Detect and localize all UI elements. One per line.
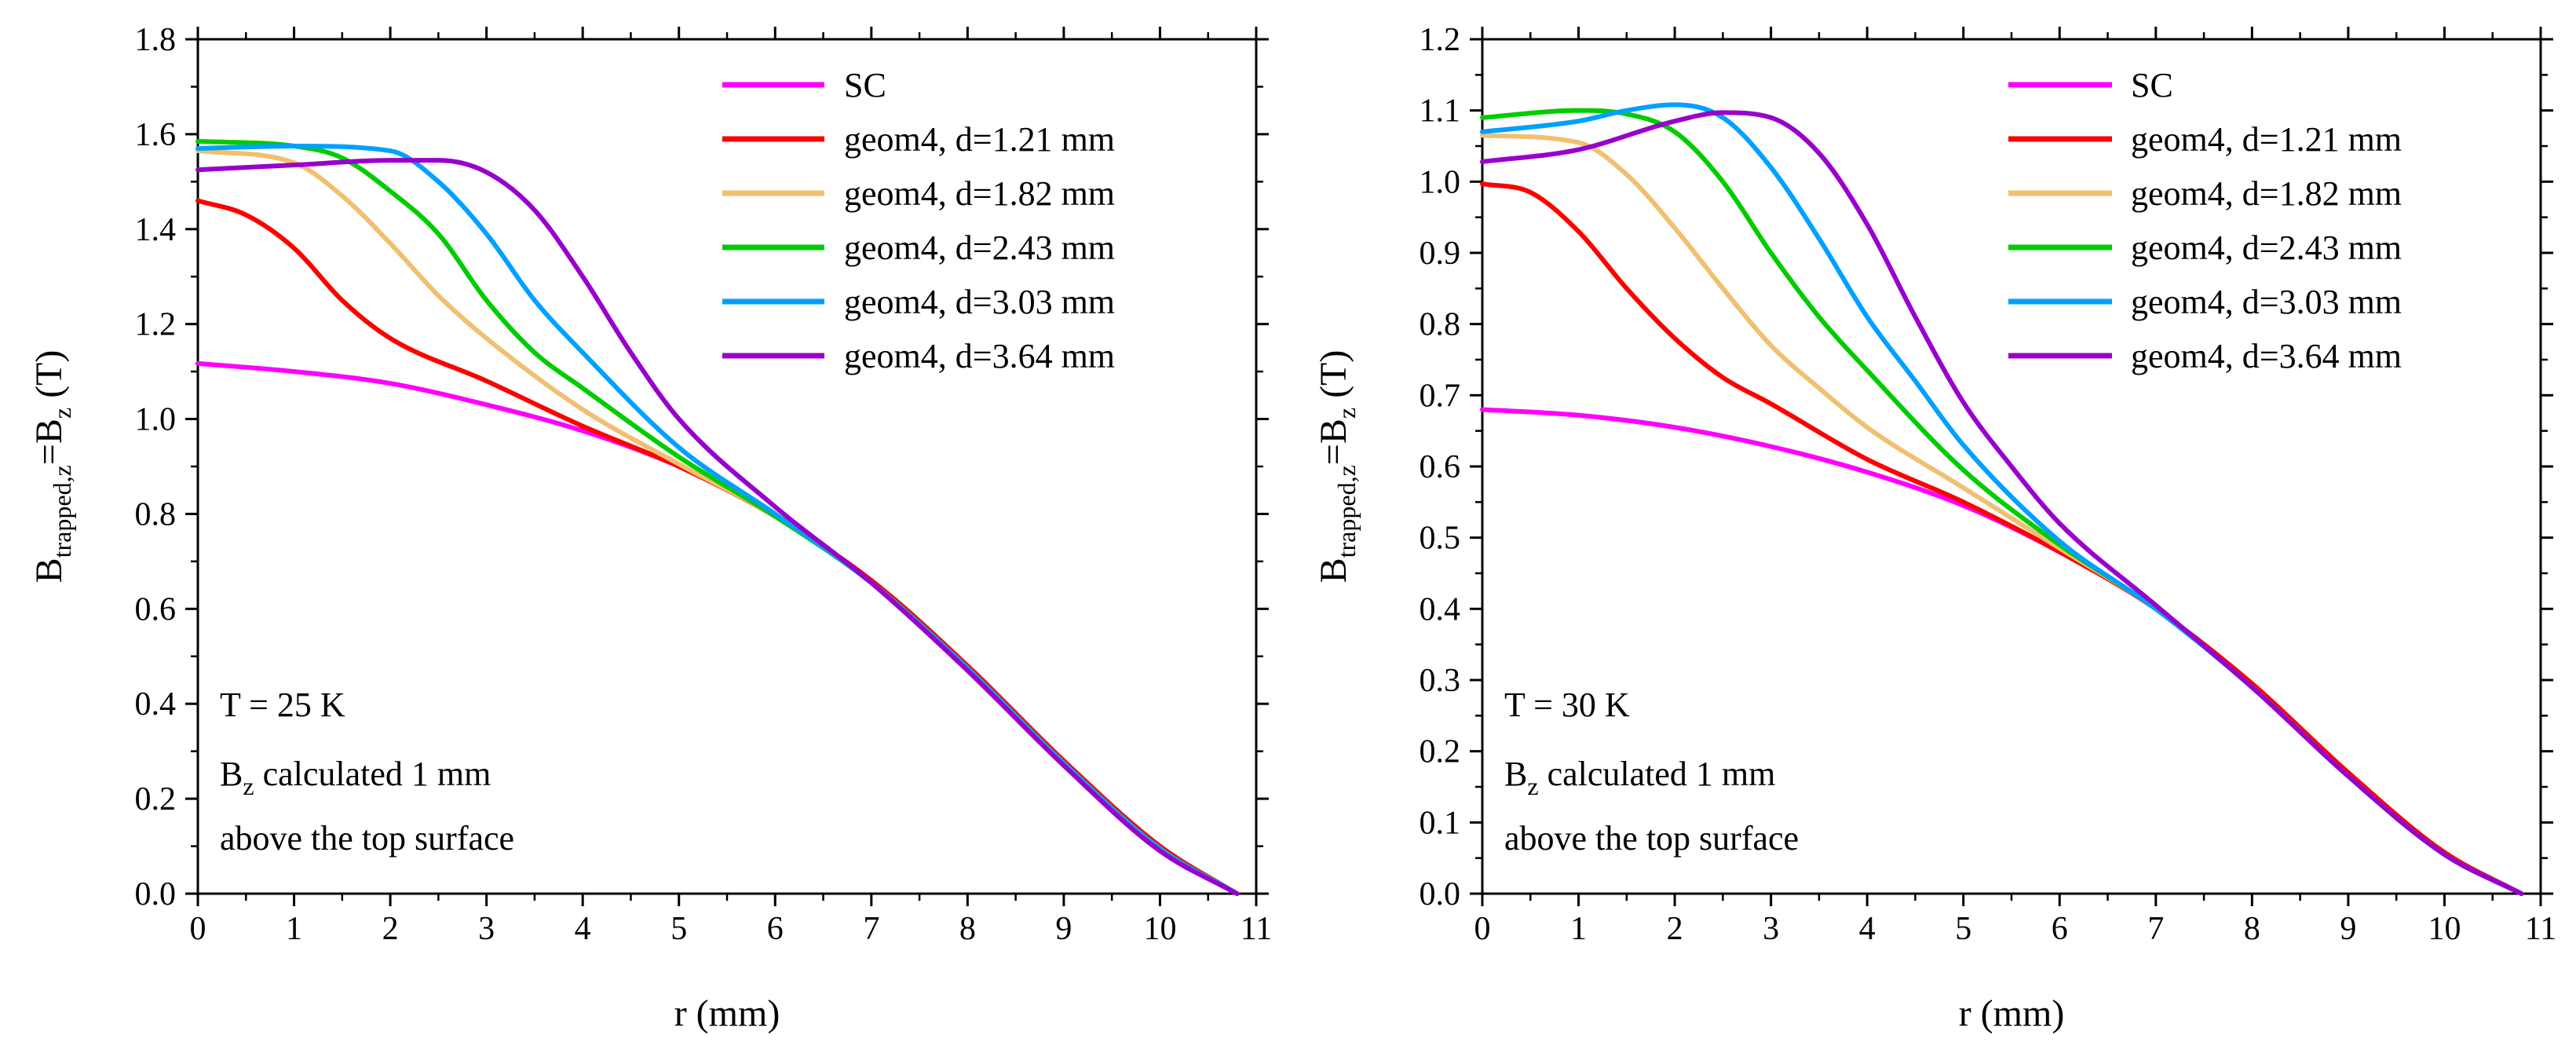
y-axis-title-main: B (1313, 558, 1354, 583)
annotation-line-3: above the top surface (1504, 819, 1799, 858)
x-tick-label: 5 (670, 911, 687, 947)
y-tick-label: 1.0 (1420, 164, 1461, 200)
legend-label: geom4, d=3.03 mm (844, 283, 1115, 321)
annotation-temperature: T = 25 K (220, 686, 345, 724)
x-tick-label: 7 (2147, 911, 2164, 947)
legend-label: geom4, d=3.64 mm (844, 337, 1115, 375)
series-line-sc (195, 360, 1240, 896)
y-tick-label: 0.8 (135, 496, 177, 532)
y-tick-label: 0.0 (135, 876, 177, 913)
legend: SC geom4, d=1.21 mm geom4, d=1.82 mm geom4,… (2008, 66, 2402, 375)
y-tick-label: 0.7 (1420, 378, 1461, 414)
legend-label: SC (2131, 66, 2173, 104)
annotation-b-subscript: z (243, 772, 254, 800)
y-axis-title-eq: =B (1313, 419, 1354, 465)
y-axis-title-subscript-2: z (1332, 408, 1361, 419)
y-axis-title-eq: =B (28, 419, 70, 465)
legend-label: SC (844, 66, 886, 104)
legend-label: geom4, d=2.43 mm (844, 229, 1115, 267)
x-tick-label: 3 (478, 911, 495, 947)
x-tick-label: 9 (2340, 911, 2356, 947)
y-tick-label: 0.0 (1420, 876, 1461, 913)
y-tick-label: 0.1 (1420, 805, 1461, 841)
y-tick-label: 1.6 (135, 117, 177, 153)
x-tick-label: 4 (575, 911, 591, 947)
annotation-calculated: calculated 1 mm (1539, 755, 1776, 793)
chart-panel-right: 0 1 2 3 4 5 6 7 8 9 10 11 0.0 0.1 0.2 0.3 0.4 0.5 0.6 0.7 0.… (1313, 22, 2556, 1034)
x-tick-label: 1 (286, 911, 302, 947)
y-axis-title-main: B (28, 558, 70, 583)
annotation-calculated: calculated 1 mm (254, 755, 491, 793)
x-tick-label: 3 (1763, 911, 1779, 947)
y-tick-label: 0.2 (135, 781, 177, 817)
x-tick-label: 4 (1859, 911, 1876, 947)
series-group (195, 138, 1240, 896)
y-tick-label: 1.1 (1420, 93, 1461, 130)
y-tick-label: 1.8 (135, 22, 177, 58)
x-tick-label: 1 (1570, 911, 1587, 947)
y-tick-label: 0.4 (135, 686, 177, 722)
y-tick-label: 0.9 (1420, 236, 1461, 272)
legend-label: geom4, d=1.82 mm (2131, 174, 2402, 213)
y-axis-title: Btrapped,z=Bz (T) (1313, 350, 1361, 583)
legend-label: geom4, d=1.21 mm (844, 120, 1115, 159)
chart-panel-left: 0 1 2 3 4 5 6 7 8 9 10 11 0.0 0.2 0.4 0.6 0.8 1.0 1.2 1.4 1.… (28, 22, 1272, 1034)
y-tick-label: 1.2 (1420, 22, 1461, 58)
y-tick-label: 0.3 (1420, 663, 1461, 699)
y-tick-label: 0.4 (1420, 591, 1461, 627)
y-axis-title-unit: (T) (28, 350, 70, 408)
x-tick-label: 0 (1474, 911, 1491, 947)
y-tick-label: 1.2 (135, 307, 177, 343)
annotation-b: B (220, 755, 243, 793)
x-tick-label: 6 (767, 911, 784, 947)
legend: SC geom4, d=1.21 mm geom4, d=1.82 mm geom4,… (722, 66, 1115, 375)
x-tick-label: 7 (863, 911, 879, 947)
series-line-geom4-d-3-64-mm (195, 158, 1240, 896)
series-line-geom4-d-1-21-mm (1480, 181, 2524, 896)
series-line-geom4-d-3-64-mm (1480, 110, 2524, 896)
legend-label: geom4, d=2.43 mm (2131, 229, 2402, 267)
x-tick-label: 11 (1240, 911, 1272, 947)
legend-label: geom4, d=1.82 mm (844, 174, 1115, 213)
annotation-b-subscript: z (1527, 772, 1538, 800)
legend-label: geom4, d=3.03 mm (2131, 283, 2402, 321)
y-tick-label: 0.2 (1420, 734, 1461, 770)
x-tick-label: 6 (2052, 911, 2068, 947)
y-tick-label: 0.6 (135, 591, 177, 627)
x-tick-label: 10 (2428, 911, 2461, 947)
annotation-b: B (1504, 755, 1527, 793)
y-axis-title-subscript: trapped,z (48, 465, 76, 558)
y-axis-title-subscript-2: z (48, 408, 76, 419)
annotation-line-3: above the top surface (220, 819, 514, 858)
y-tick-label: 0.5 (1420, 521, 1461, 557)
x-tick-label: 0 (190, 911, 206, 947)
annotation-line-2: Bz calculated 1 mm (1504, 755, 1775, 800)
x-tick-label: 10 (1143, 911, 1176, 947)
x-tick-label: 11 (2525, 911, 2556, 947)
x-tick-label: 9 (1055, 911, 1072, 947)
y-axis-title-subscript: trapped,z (1332, 465, 1361, 558)
x-tick-label: 5 (1955, 911, 1971, 947)
x-tick-label: 8 (2244, 911, 2260, 947)
annotation-line-2: Bz calculated 1 mm (220, 755, 491, 800)
y-tick-label: 0.8 (1420, 307, 1461, 343)
series-group (1480, 102, 2524, 896)
legend-label: geom4, d=3.64 mm (2131, 337, 2402, 375)
x-tick-label: 2 (1667, 911, 1683, 947)
legend-label: geom4, d=1.21 mm (2131, 120, 2402, 159)
y-tick-label: 1.0 (135, 402, 177, 438)
y-axis-title: Btrapped,z=Bz (T) (28, 350, 76, 583)
x-tick-label: 2 (382, 911, 399, 947)
x-axis-title: r (mm) (674, 993, 780, 1034)
y-axis-title-unit: (T) (1313, 350, 1354, 408)
x-tick-label: 8 (959, 911, 976, 947)
annotation-temperature: T = 30 K (1504, 686, 1630, 724)
x-axis-title: r (mm) (1959, 993, 2065, 1034)
y-tick-label: 0.6 (1420, 449, 1461, 485)
y-tick-label: 1.4 (135, 212, 177, 248)
